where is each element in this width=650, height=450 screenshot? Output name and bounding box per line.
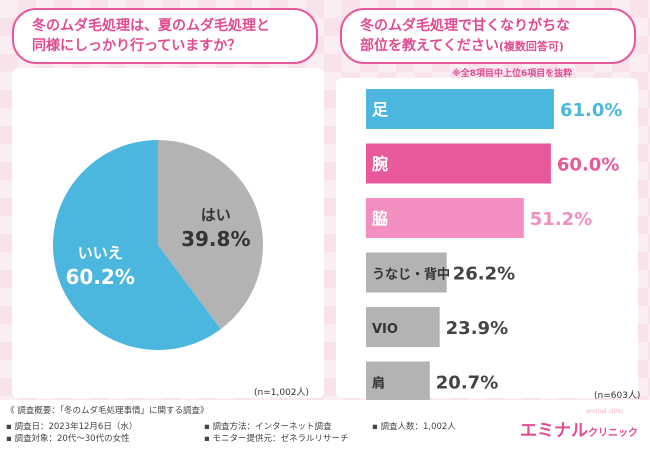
pie-label-no: いいえ bbox=[78, 244, 123, 262]
bar-4 bbox=[366, 307, 440, 347]
bar-label-5: 肩 bbox=[372, 376, 385, 392]
survey-date: ▪ 調査日：2023年12月6日（水） bbox=[6, 422, 138, 432]
bar-label-1: 腕 bbox=[372, 155, 388, 174]
pie-sample-size: (n=1,002人) bbox=[254, 388, 310, 398]
bar-2 bbox=[366, 198, 524, 238]
brand-suffix: クリニック bbox=[588, 428, 638, 439]
bar-label-4: VIO bbox=[372, 322, 398, 337]
bar-value-3: 26.2% bbox=[453, 264, 515, 285]
bar-1 bbox=[366, 143, 551, 184]
survey-overview: 《 調査概要：「冬のムダ毛処理事情」に関する調査》 bbox=[6, 406, 209, 416]
bar-value-4: 23.9% bbox=[446, 318, 508, 339]
bar-label-2: 脇 bbox=[372, 209, 388, 228]
bar-sample-size: (n=603人) bbox=[594, 391, 641, 401]
bar-question-line2: 部位を教えてください bbox=[360, 38, 499, 54]
bar-question-line1: 冬のムダ毛処理で甘くなりがちな bbox=[360, 18, 570, 34]
pie-slice-no bbox=[53, 140, 221, 350]
bar-question-line2-wrap: 部位を教えてください(複数回答可) bbox=[360, 36, 616, 57]
brand-logo: エミナルクリニック bbox=[520, 416, 638, 441]
bar-value-0: 61.0% bbox=[560, 100, 622, 121]
bar-question: 冬のムダ毛処理で甘くなりがちな 部位を教えてください(複数回答可) bbox=[340, 8, 636, 64]
bar-note: ※全8項目中上位6項目を抜粋 bbox=[452, 69, 573, 79]
pie-label-yes: はい bbox=[201, 206, 231, 224]
pie-question-line2: 同様にしっかり行っていますか？ bbox=[32, 38, 242, 54]
brand-tagline: eminal clinic bbox=[586, 408, 624, 415]
bar-0 bbox=[366, 89, 554, 129]
survey-method: ▪ 調査方法：インターネット調査 bbox=[204, 422, 332, 432]
bar-value-1: 60.0% bbox=[557, 155, 619, 176]
bar-value-5: 20.7% bbox=[436, 373, 498, 394]
footer: 《 調査概要：「冬のムダ毛処理事情」に関する調査》 ▪ 調査日：2023年12月… bbox=[0, 400, 650, 450]
brand-name: エミナル bbox=[520, 421, 588, 441]
pie-value-yes: 39.8% bbox=[181, 227, 250, 251]
bar-3 bbox=[366, 252, 447, 293]
survey-provider: ▪ モニター提供元：ゼネラルリサーチ bbox=[204, 434, 349, 444]
survey-target: ▪ 調査対象：20代〜30代の女性 bbox=[6, 434, 130, 444]
bar-label-0: 足 bbox=[372, 100, 389, 119]
pie-question-line1: 冬のムダ毛処理は、夏のムダ毛処理と bbox=[32, 18, 270, 34]
bar-question-sub: (複数回答可) bbox=[498, 40, 564, 53]
pie-question: 冬のムダ毛処理は、夏のムダ毛処理と 同様にしっかり行っていますか？ bbox=[12, 8, 318, 64]
bar-value-2: 51.2% bbox=[530, 209, 592, 230]
pie-slice-yes bbox=[158, 140, 264, 330]
pie-value-no: 60.2% bbox=[66, 265, 135, 289]
survey-count: ▪ 調査人数：1,002人 bbox=[372, 422, 456, 432]
bar-label-3: うなじ・背中 bbox=[372, 267, 450, 283]
bar-5 bbox=[366, 361, 430, 402]
